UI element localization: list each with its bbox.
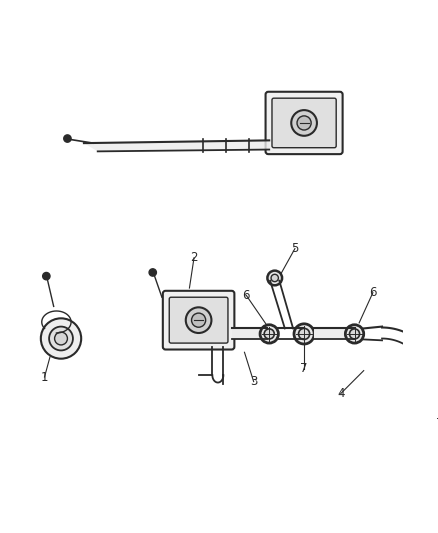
FancyBboxPatch shape [169, 297, 228, 343]
Text: 3: 3 [250, 375, 258, 388]
Circle shape [260, 325, 279, 343]
Polygon shape [84, 140, 269, 151]
Polygon shape [314, 328, 354, 340]
Circle shape [191, 313, 206, 327]
Circle shape [55, 332, 67, 345]
Text: 7: 7 [300, 362, 308, 375]
Circle shape [432, 382, 438, 392]
Circle shape [264, 329, 274, 339]
Circle shape [291, 110, 317, 136]
Circle shape [294, 324, 314, 344]
Text: 6: 6 [369, 286, 377, 299]
Text: 6: 6 [243, 289, 250, 302]
FancyBboxPatch shape [265, 92, 343, 154]
Circle shape [268, 271, 282, 285]
Text: 7: 7 [436, 417, 438, 430]
Text: 2: 2 [190, 251, 198, 264]
Circle shape [299, 328, 310, 340]
Circle shape [350, 329, 360, 339]
Circle shape [41, 318, 81, 359]
Circle shape [64, 135, 71, 142]
Circle shape [49, 327, 73, 350]
Text: 5: 5 [291, 242, 299, 255]
Circle shape [271, 274, 279, 281]
Circle shape [297, 116, 311, 130]
Text: 4: 4 [337, 387, 345, 400]
Polygon shape [232, 328, 268, 340]
Circle shape [346, 325, 364, 343]
Circle shape [186, 308, 212, 333]
Text: 1: 1 [41, 370, 48, 384]
Circle shape [42, 272, 50, 280]
FancyBboxPatch shape [163, 291, 234, 350]
Circle shape [428, 378, 438, 397]
Circle shape [149, 269, 156, 276]
FancyBboxPatch shape [272, 98, 336, 148]
